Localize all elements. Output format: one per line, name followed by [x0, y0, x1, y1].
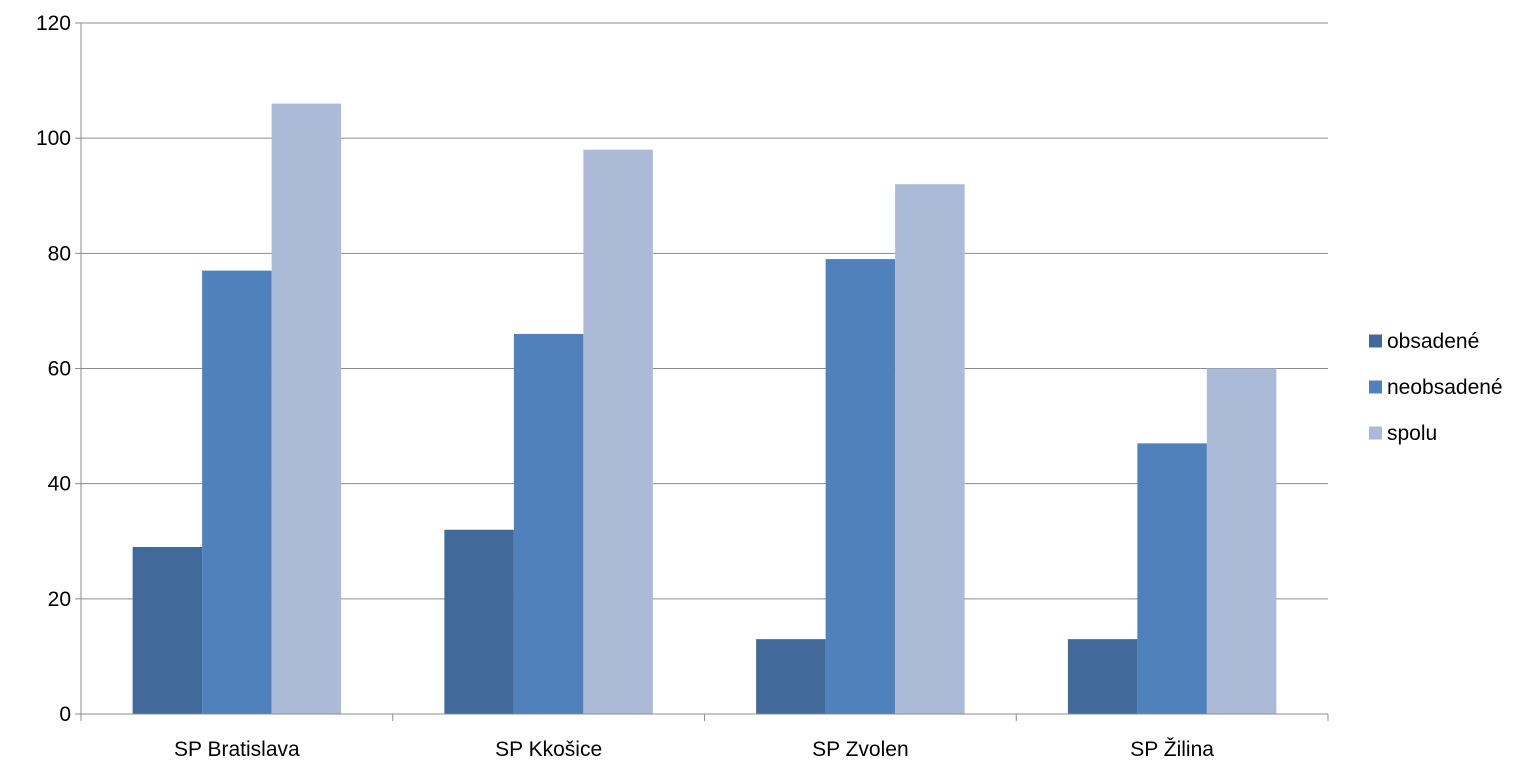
y-tick-label: 120: [36, 12, 71, 35]
legend-label: obsadené: [1387, 330, 1479, 353]
bars: [132, 103, 1277, 714]
legend-label: neobsadené: [1387, 376, 1503, 399]
x-tick-label: SP Kkošice: [495, 738, 602, 758]
x-axis-tick-labels: SP Bratislava SP Kkošice SP Zvolen SP Žilin…: [174, 738, 1214, 761]
legend-swatch: [1369, 380, 1382, 394]
axes: [75, 22, 1329, 721]
y-tick-label: 20: [48, 588, 71, 611]
bar-neobsadené-3: [1137, 443, 1207, 714]
y-axis-tick-labels: 0 20 40 60 80 100 120: [36, 12, 71, 726]
bar-obsadené-2: [756, 639, 826, 714]
x-tick-label: SP Žilina: [1130, 738, 1214, 758]
bar-spolu-0: [271, 103, 342, 714]
legend: obsadené neobsadené spolu: [1369, 330, 1503, 445]
legend-swatch: [1369, 334, 1382, 348]
bar-neobsadené-1: [513, 333, 584, 714]
y-tick-label: 60: [48, 358, 71, 381]
x-tick-label: SP Zvolen: [812, 738, 909, 758]
x-tick-label: SP Bratislava: [174, 738, 300, 758]
y-tick-label: 40: [48, 473, 71, 496]
legend-swatch: [1369, 426, 1382, 440]
y-tick-label: 100: [36, 127, 71, 150]
bar-obsadené-1: [444, 529, 514, 714]
bar-neobsadené-2: [825, 259, 896, 714]
legend-label: spolu: [1387, 422, 1437, 445]
bar-spolu-1: [583, 149, 653, 714]
bar-obsadené-0: [132, 547, 203, 714]
bar-spolu-2: [895, 184, 965, 714]
bar-spolu-3: [1206, 368, 1277, 714]
bar-neobsadené-0: [202, 270, 272, 714]
y-tick-label: 80: [48, 242, 71, 265]
y-tick-label: 0: [59, 703, 71, 726]
bar-obsadené-3: [1067, 639, 1138, 714]
